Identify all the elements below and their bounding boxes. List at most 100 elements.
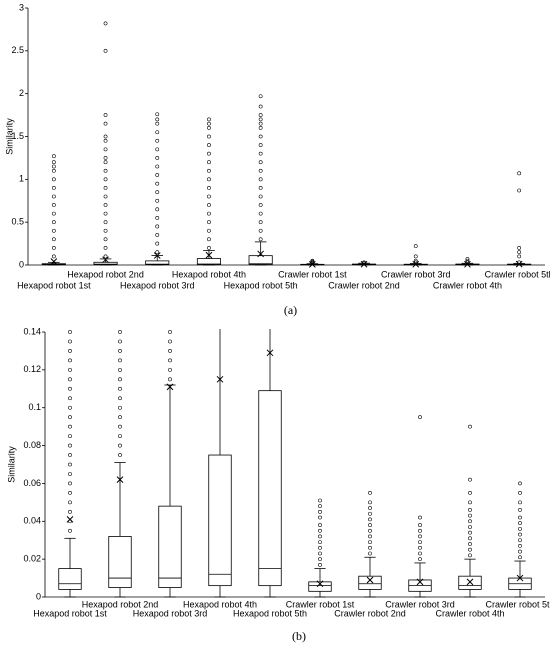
outlier — [418, 540, 422, 545]
outlier — [518, 481, 522, 486]
mean-marker — [516, 574, 524, 582]
box — [158, 505, 182, 588]
outlier — [103, 121, 108, 126]
outlier — [258, 160, 263, 165]
outlier — [258, 194, 263, 199]
outlier — [318, 515, 322, 520]
chart: 0 0.5 1 1.5 2 2.5 3 Similarity (a) Hexapod robot … — [4, 2, 550, 316]
outlier — [207, 177, 211, 182]
outlier — [68, 472, 72, 476]
x-tick-label: Hexapod robot 2nd — [67, 269, 144, 279]
outlier — [518, 515, 522, 520]
outlier — [155, 164, 160, 169]
outlier — [68, 481, 72, 486]
outlier — [68, 339, 72, 344]
y-tick-label: 1 — [19, 174, 24, 184]
outlier — [103, 134, 108, 139]
outlier — [517, 171, 522, 176]
plot-area — [58, 329, 532, 598]
x-tick-label: Hexapod robot 3rd — [133, 608, 208, 618]
outlier — [155, 233, 160, 237]
outlier — [310, 258, 315, 263]
mean-marker — [166, 383, 174, 391]
mean-marker — [50, 258, 58, 265]
outlier — [465, 257, 470, 261]
outlier — [258, 117, 263, 122]
outlier — [207, 245, 211, 250]
outlier — [103, 203, 108, 207]
box — [458, 575, 482, 590]
outlier — [468, 530, 472, 535]
outlier — [155, 207, 160, 212]
outlier — [207, 168, 211, 173]
outlier — [155, 173, 160, 177]
outlier — [51, 228, 56, 233]
outlier — [68, 386, 72, 391]
y-tick-label: 0.04 — [23, 516, 41, 526]
outlier — [258, 151, 263, 156]
mean-marker — [466, 578, 474, 586]
outlier — [118, 349, 122, 353]
outlier — [155, 112, 160, 117]
outlier — [418, 545, 422, 550]
outlier — [155, 130, 160, 135]
outlier — [318, 540, 322, 545]
outlier — [418, 523, 422, 527]
outlier — [468, 500, 472, 505]
mean-marker — [257, 250, 265, 258]
outlier — [168, 377, 172, 382]
mean-marker — [266, 349, 274, 357]
outlier — [318, 557, 322, 562]
outlier — [51, 194, 56, 199]
outlier — [368, 490, 372, 495]
outlier — [518, 549, 522, 554]
outlier — [518, 543, 522, 548]
box — [258, 390, 282, 587]
box — [358, 575, 382, 590]
outlier — [517, 250, 522, 255]
outlier — [155, 147, 160, 152]
outlier — [51, 164, 56, 169]
outlier — [413, 254, 418, 259]
outlier — [258, 220, 263, 225]
outlier — [207, 134, 211, 139]
outlier — [155, 117, 160, 122]
outlier — [258, 211, 263, 216]
outlier — [368, 540, 372, 545]
outlier — [465, 258, 470, 263]
outlier — [258, 177, 263, 182]
outlier — [118, 396, 122, 401]
outlier — [318, 534, 322, 539]
outlier — [258, 126, 263, 130]
outlier — [207, 126, 211, 130]
x-tick-label: Crawler robot 3rd — [385, 599, 455, 609]
box — [58, 568, 82, 590]
outlier — [68, 405, 72, 410]
box — [145, 260, 170, 265]
outlier — [168, 330, 172, 334]
outlier — [468, 490, 472, 495]
outlier — [103, 237, 108, 242]
outlier — [368, 506, 372, 510]
outlier — [155, 250, 160, 255]
x-tick-label: Hexapod robot 5th — [224, 280, 298, 290]
outlier — [518, 500, 522, 505]
outlier — [68, 424, 72, 429]
outlier — [118, 330, 122, 334]
outlier — [68, 349, 72, 353]
mean-marker — [515, 260, 523, 268]
outlier — [51, 160, 56, 165]
outlier — [318, 523, 322, 527]
outlier — [103, 194, 108, 199]
x-tick-label: Hexapod robot 1st — [17, 280, 91, 290]
outlier — [207, 203, 211, 207]
outlier — [318, 562, 322, 567]
outlier — [468, 553, 472, 558]
outlier — [517, 245, 522, 250]
mean-marker — [205, 251, 213, 259]
outlier — [118, 339, 122, 344]
chart: 0 0.02 0.04 0.06 0.08 0.1 0.12 0.14 Similarity (b… — [6, 326, 550, 642]
outlier — [518, 526, 522, 531]
outlier — [318, 498, 322, 503]
